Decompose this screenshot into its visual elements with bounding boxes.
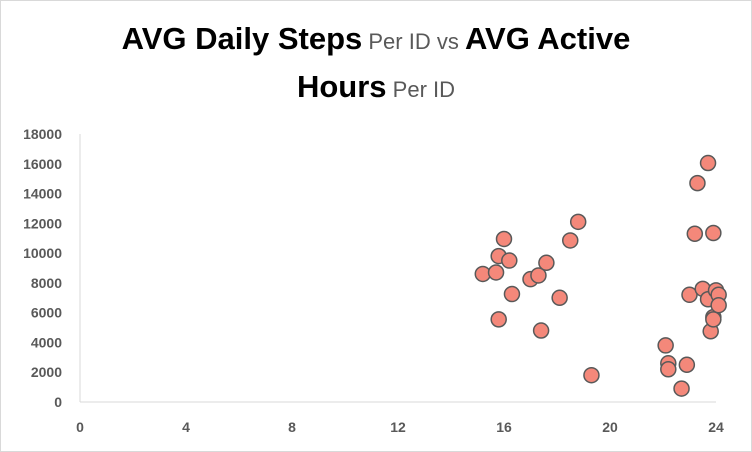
y-tick-label: 0 xyxy=(54,394,62,410)
data-point xyxy=(569,213,587,231)
data-point xyxy=(530,267,547,284)
data-point xyxy=(487,264,505,281)
data-point xyxy=(673,380,690,397)
title-part: Hours xyxy=(296,69,387,104)
data-point xyxy=(678,356,696,374)
x-tick-label: 20 xyxy=(602,419,618,435)
data-point xyxy=(503,285,521,303)
y-tick-label: 12000 xyxy=(23,215,62,231)
title-part: Per ID vs xyxy=(362,29,465,54)
x-tick-label: 12 xyxy=(390,419,406,435)
data-point xyxy=(501,252,518,269)
y-tick-label: 10000 xyxy=(23,245,62,261)
title-part: AVG Daily Steps xyxy=(121,21,363,56)
data-point xyxy=(583,366,600,384)
data-point xyxy=(710,296,727,314)
data-point xyxy=(686,225,704,243)
data-point xyxy=(705,224,722,242)
x-tick-label: 4 xyxy=(182,419,190,435)
data-point xyxy=(495,230,513,248)
y-tick-label: 2000 xyxy=(31,364,62,380)
data-point xyxy=(660,360,677,378)
data-point xyxy=(562,232,579,249)
x-tick-label: 16 xyxy=(496,419,512,435)
data-point xyxy=(538,254,555,272)
chart-title: AVG Daily Steps Per ID vs AVG Active Hour… xyxy=(0,18,752,114)
data-point xyxy=(681,286,698,304)
y-tick-label: 6000 xyxy=(31,305,62,321)
y-tick-label: 18000 xyxy=(23,126,62,142)
y-tick-label: 8000 xyxy=(31,275,62,291)
y-tick-label: 14000 xyxy=(23,186,62,202)
data-point xyxy=(699,154,717,172)
x-tick-label: 0 xyxy=(76,419,84,435)
title-part: Per ID xyxy=(386,77,456,102)
x-tick-label: 8 xyxy=(288,419,296,435)
y-tick-label: 16000 xyxy=(23,156,62,172)
y-tick-label: 4000 xyxy=(31,334,62,350)
data-point xyxy=(490,311,507,328)
data-point xyxy=(705,311,722,328)
data-point xyxy=(532,322,550,339)
data-point xyxy=(551,289,568,307)
data-point xyxy=(689,174,706,192)
x-tick-label: 24 xyxy=(708,419,724,435)
title-part: AVG Active xyxy=(464,21,631,56)
data-point xyxy=(657,337,674,354)
